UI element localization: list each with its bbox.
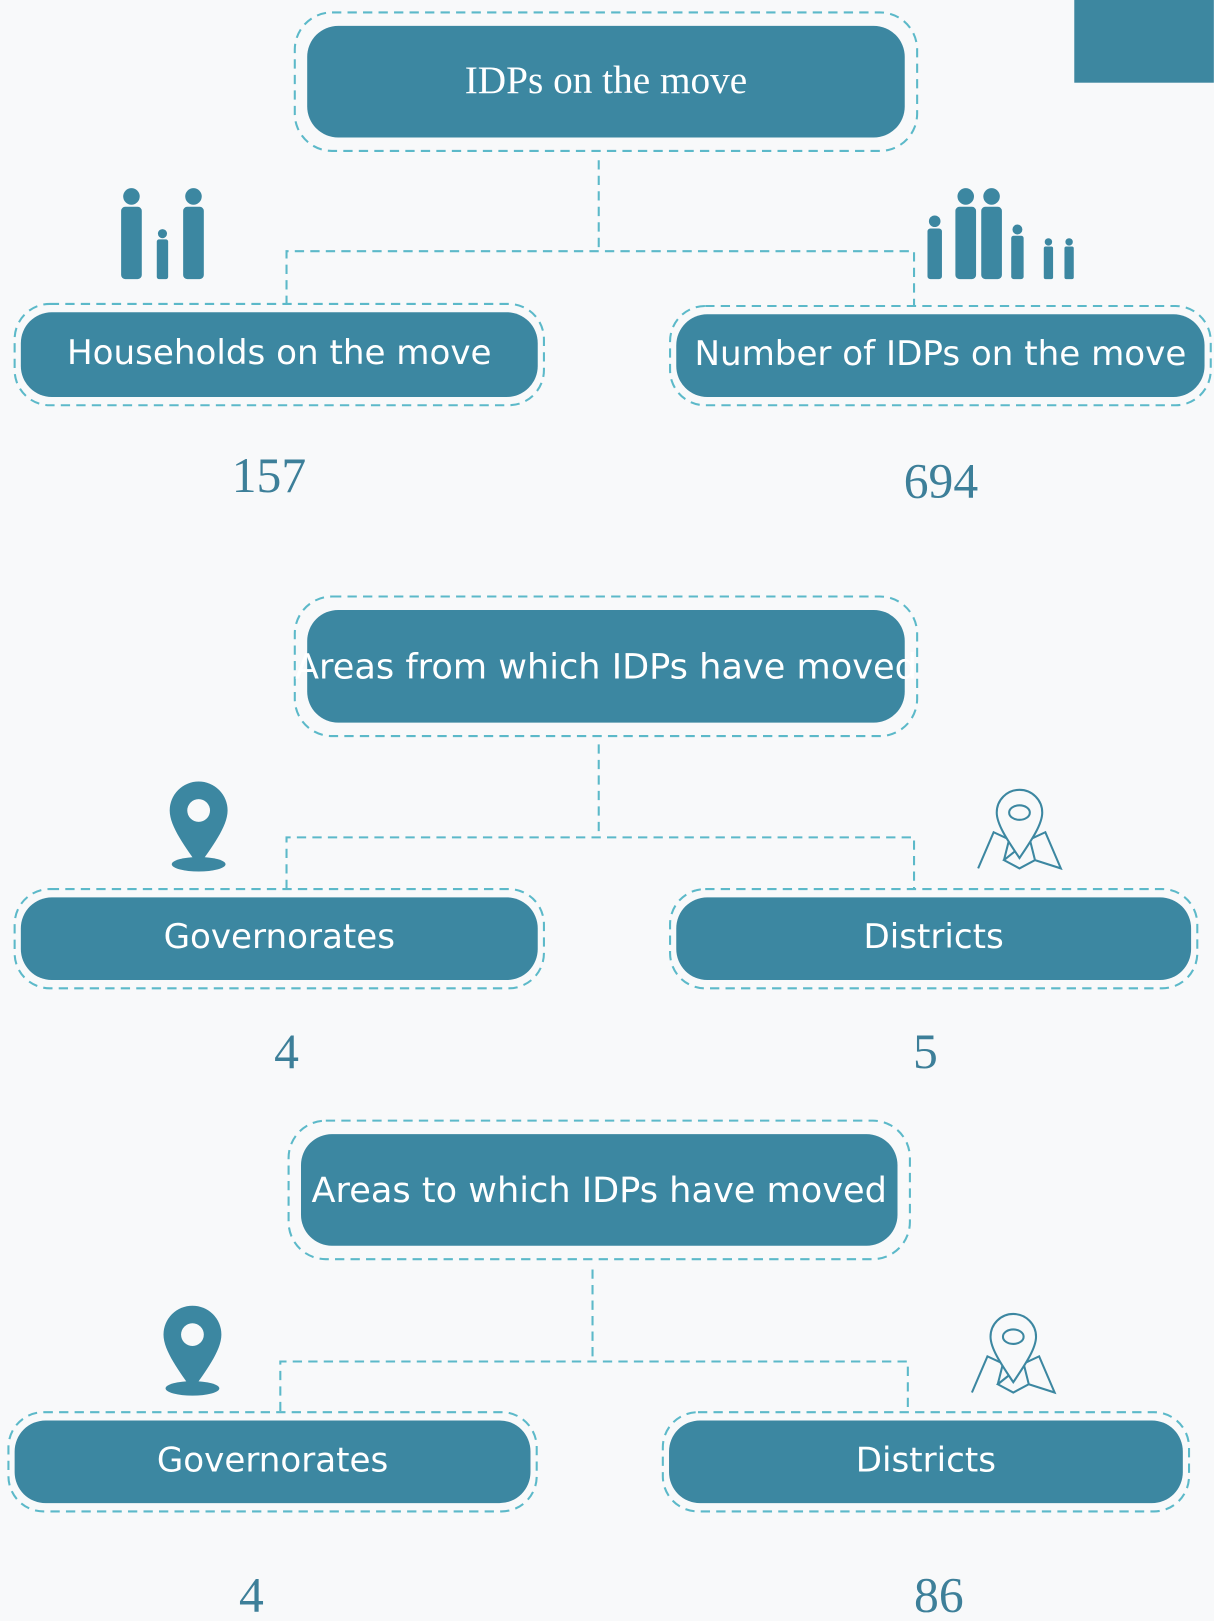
item-value: 4 [239, 1568, 264, 1621]
head [1065, 238, 1073, 246]
connector [285, 744, 916, 890]
title-outline [287, 1119, 911, 1261]
icon [169, 781, 228, 872]
title-box [300, 1134, 898, 1246]
pin-hole [187, 799, 211, 822]
map-pin-hole [1001, 1328, 1025, 1345]
map-pin [995, 788, 1044, 860]
title-outline [293, 595, 919, 738]
section-title: IDPs on the move [465, 59, 747, 102]
body [183, 206, 204, 280]
connector [279, 1269, 909, 1412]
body [955, 206, 977, 280]
item-box [676, 897, 1192, 981]
body [121, 206, 142, 280]
head [957, 188, 974, 205]
section-title: Areas from which IDPs have moved [295, 646, 917, 687]
item-label: Districts [864, 917, 1004, 957]
item-box [14, 1420, 531, 1504]
body [1064, 246, 1074, 280]
item-value: 5 [913, 1024, 938, 1079]
item-value: 694 [904, 453, 979, 508]
icon [927, 188, 1074, 280]
item-box [669, 1420, 1183, 1504]
map-pin-hole [1008, 804, 1031, 821]
pin [163, 1305, 222, 1391]
item-value: 157 [232, 448, 306, 503]
item-value: 86 [914, 1568, 964, 1621]
item-outline [13, 888, 545, 990]
map [970, 1354, 1057, 1395]
body [1011, 235, 1024, 280]
head [1044, 238, 1053, 246]
title-box [307, 25, 905, 138]
head [185, 188, 202, 205]
item-outline [13, 302, 545, 407]
item-label: Governorates [164, 917, 395, 957]
item-box [676, 314, 1205, 397]
item-outline [661, 1411, 1191, 1513]
item-label: Households on the move [67, 333, 492, 373]
map [977, 830, 1063, 871]
head [123, 188, 140, 205]
item-label: Districts [856, 1440, 996, 1480]
item-value: 4 [274, 1024, 299, 1079]
pin-base [165, 1381, 220, 1396]
icon [121, 188, 204, 280]
map-pin [989, 1312, 1038, 1385]
body [1043, 246, 1054, 280]
item-outline [669, 888, 1199, 990]
pin [169, 781, 228, 867]
icon [970, 1312, 1057, 1395]
section-title: Areas to which IDPs have moved [312, 1170, 887, 1211]
pin-base [171, 857, 226, 872]
connector [285, 160, 916, 305]
body [156, 239, 169, 280]
item-label: Number of IDPs on the move [694, 334, 1186, 374]
title-box [307, 609, 905, 723]
head [983, 188, 1000, 205]
item-label: Governorates [157, 1440, 388, 1480]
head [928, 215, 941, 228]
head [1012, 224, 1023, 235]
item-box [20, 897, 538, 981]
title-outline [293, 11, 919, 152]
item-outline [669, 304, 1212, 407]
item-box [20, 312, 538, 397]
head [157, 229, 168, 239]
corner-tab [1074, 0, 1214, 83]
body [927, 228, 942, 280]
icon [163, 1305, 222, 1396]
body [981, 206, 1002, 280]
icon [977, 788, 1063, 871]
item-outline [7, 1411, 538, 1513]
pin-hole [181, 1323, 204, 1347]
